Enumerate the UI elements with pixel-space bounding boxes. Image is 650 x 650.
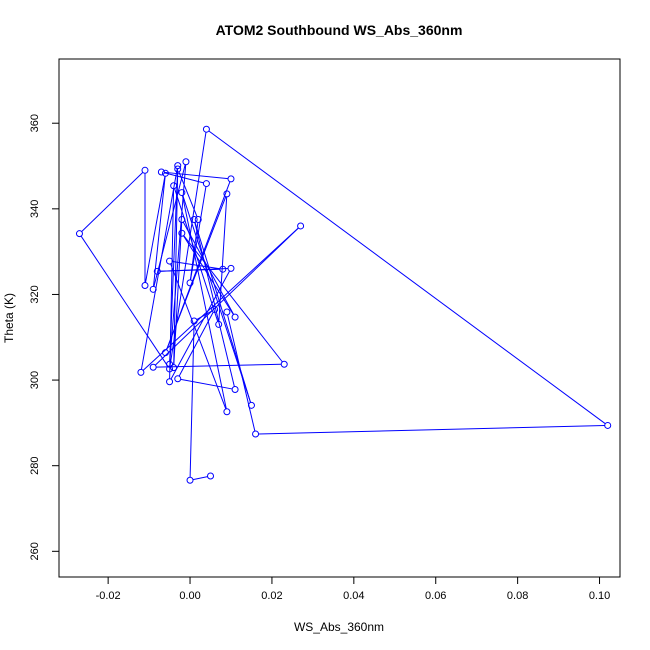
data-point xyxy=(166,365,174,373)
series-segment xyxy=(80,235,169,367)
series-segment xyxy=(156,363,282,368)
data-point xyxy=(166,378,174,386)
x-axis-label: WS_Abs_360nm xyxy=(294,620,384,634)
data-point xyxy=(227,264,235,272)
series-points xyxy=(75,125,612,484)
x-tick-label: -0.02 xyxy=(96,590,121,602)
data-point xyxy=(166,257,174,265)
series-segment xyxy=(182,195,252,403)
series-segment xyxy=(190,186,207,281)
data-point xyxy=(153,267,161,275)
y-axis: 260 280 300 320 340 360 xyxy=(29,114,59,560)
data-point xyxy=(227,175,235,183)
series-segment xyxy=(189,323,195,478)
series-segment xyxy=(172,261,220,270)
data-point xyxy=(137,368,145,376)
data-point xyxy=(223,408,231,416)
y-tick-label: 300 xyxy=(29,371,41,389)
data-point xyxy=(190,216,198,224)
series-segment xyxy=(182,221,235,315)
plot-frame xyxy=(58,58,621,578)
series-segment xyxy=(208,130,606,425)
series-segment xyxy=(81,172,144,232)
data-point xyxy=(223,190,231,198)
data-point xyxy=(231,385,239,393)
series-segment xyxy=(164,171,229,180)
y-axis-label: Theta (K) xyxy=(2,293,16,343)
series-segment xyxy=(189,222,199,280)
series-segment xyxy=(218,196,228,322)
data-point xyxy=(149,285,157,293)
series-segment xyxy=(155,227,299,366)
data-point xyxy=(170,182,178,190)
data-point xyxy=(202,180,210,188)
series-segment xyxy=(153,176,166,287)
data-point xyxy=(170,364,178,372)
data-point xyxy=(174,162,182,170)
series-segment xyxy=(196,310,213,320)
data-point xyxy=(231,313,239,321)
series-segment xyxy=(164,172,204,184)
series-segment xyxy=(169,164,187,362)
x-tick-label: 0.08 xyxy=(507,590,528,602)
data-point xyxy=(194,216,202,224)
data-point xyxy=(174,375,182,383)
series-segment xyxy=(178,311,214,377)
series-segment xyxy=(181,195,227,409)
y-tick-label: 340 xyxy=(29,200,41,218)
data-point xyxy=(178,216,186,224)
chart-title: ATOM2 Southbound WS_Abs_360nm xyxy=(216,22,463,38)
data-point xyxy=(149,363,157,371)
data-point xyxy=(178,189,186,197)
data-point xyxy=(157,168,165,176)
x-tick-label: 0.02 xyxy=(261,590,282,602)
series-segment xyxy=(173,172,179,365)
series-segment xyxy=(183,235,234,315)
y-tick-label: 280 xyxy=(29,457,41,475)
x-tick-label: 0.00 xyxy=(179,590,200,602)
series-segment xyxy=(169,132,207,367)
data-point xyxy=(186,476,194,484)
data-point xyxy=(211,305,219,313)
data-point xyxy=(174,165,182,173)
data-point xyxy=(215,320,223,328)
x-tick-label: 0.06 xyxy=(425,590,446,602)
data-point xyxy=(161,349,169,357)
x-tick-label: 0.04 xyxy=(343,590,364,602)
data-point xyxy=(219,265,227,273)
y-tick-label: 360 xyxy=(29,114,41,132)
y-tick-label: 320 xyxy=(29,285,41,303)
series-segment xyxy=(145,176,166,283)
data-point xyxy=(252,430,260,438)
data-point xyxy=(190,317,198,325)
data-point xyxy=(207,472,215,480)
series-segment xyxy=(170,263,227,410)
series-segment xyxy=(227,314,256,432)
data-point xyxy=(161,169,169,177)
y-tick-label: 260 xyxy=(29,542,41,560)
x-axis: -0.02 0.00 0.02 0.04 0.06 0.08 0.10 xyxy=(96,577,610,602)
data-point xyxy=(182,158,190,166)
data-point xyxy=(141,166,149,174)
data-point xyxy=(297,222,305,230)
data-point xyxy=(75,230,83,238)
data-point xyxy=(202,125,210,133)
data-point xyxy=(280,360,288,368)
series-segment xyxy=(153,164,186,287)
data-point xyxy=(247,401,255,409)
data-point xyxy=(178,229,186,237)
data-point xyxy=(141,281,149,289)
data-point xyxy=(604,421,612,429)
x-tick-label: 0.10 xyxy=(589,590,610,602)
series-segment xyxy=(192,476,208,481)
series-segment xyxy=(180,378,233,390)
series-segment xyxy=(142,227,299,371)
series-segment xyxy=(183,235,283,363)
series-segment xyxy=(258,425,605,435)
data-point xyxy=(223,308,231,316)
series-line xyxy=(80,130,606,481)
data-point xyxy=(186,279,194,287)
data-point xyxy=(166,360,174,368)
